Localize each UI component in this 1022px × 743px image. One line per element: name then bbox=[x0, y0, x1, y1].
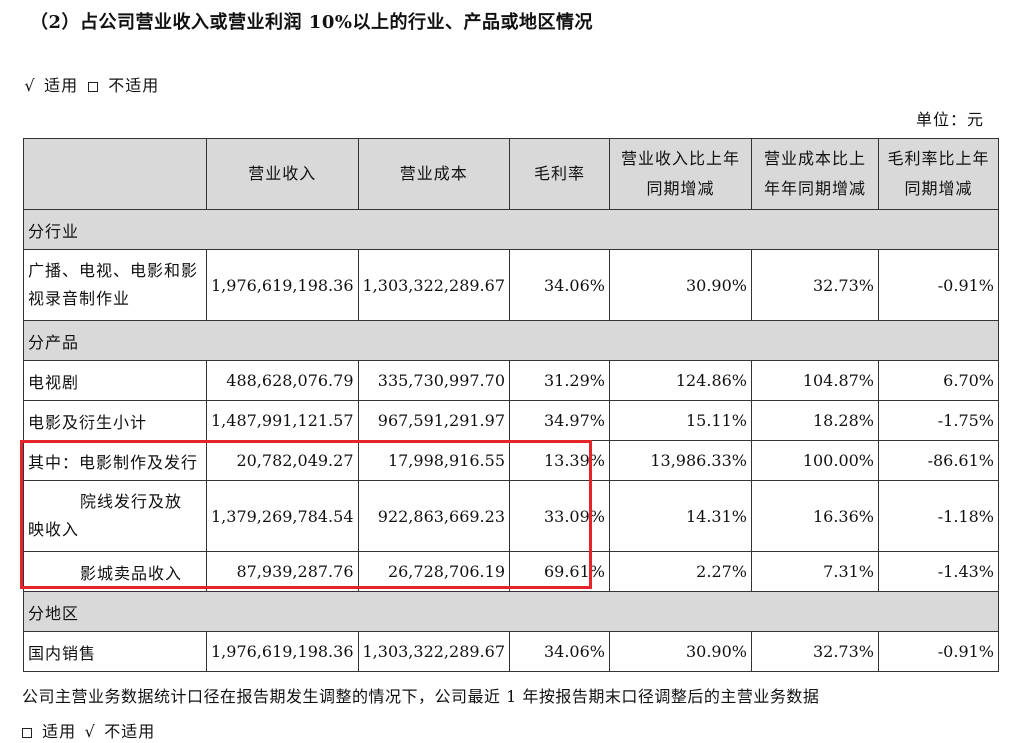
applicability-top: √ 适用 不适用 bbox=[22, 72, 159, 96]
cell-cost-yoy: 32.73% bbox=[751, 631, 879, 672]
table-row: 电影及衍生小计 1,487,991,121.57 967,591,291.97 … bbox=[23, 400, 999, 441]
row-label: 电视剧 bbox=[23, 360, 207, 401]
cell-gross-margin: 34.97% bbox=[509, 400, 610, 441]
revenue-breakdown-table: 营业收入 营业成本 毛利率 营业收入比上年同期增减 营业成本比上年年同期增减 毛… bbox=[23, 138, 999, 672]
cell-cost-yoy: 100.00% bbox=[751, 440, 879, 481]
cell-revenue: 1,487,991,121.57 bbox=[206, 400, 359, 441]
section-label: 分地区 bbox=[23, 591, 999, 632]
applicability-bottom: 适用 √ 不适用 bbox=[22, 718, 155, 742]
row-label: 其中：电影制作及发行 bbox=[23, 440, 207, 481]
row-label: 国内销售 bbox=[23, 631, 207, 672]
table-row: 院线发行及放 映收入 1,379,269,784.54 922,863,669.… bbox=[23, 480, 999, 552]
cell-cost: 922,863,669.23 bbox=[357, 480, 510, 552]
cell-cost-yoy: 16.36% bbox=[751, 480, 879, 552]
section-row-product: 分产品 bbox=[23, 320, 999, 361]
unchecked-box-icon bbox=[22, 727, 32, 738]
table-header-row: 营业收入 营业成本 毛利率 营业收入比上年同期增减 营业成本比上年年同期增减 毛… bbox=[23, 138, 999, 210]
header-revenue: 营业收入 bbox=[206, 138, 359, 210]
cell-revenue: 1,379,269,784.54 bbox=[206, 480, 359, 552]
section-row-industry: 分行业 bbox=[23, 209, 999, 250]
section-row-region: 分地区 bbox=[23, 591, 999, 632]
cell-revenue: 488,628,076.79 bbox=[206, 360, 359, 401]
table-row: 其中：电影制作及发行 20,782,049.27 17,998,916.55 1… bbox=[23, 440, 999, 481]
cell-gross-margin: 31.29% bbox=[509, 360, 610, 401]
header-cost-yoy: 营业成本比上年年同期增减 bbox=[751, 138, 879, 210]
cell-margin-yoy: -1.18% bbox=[878, 480, 999, 552]
row-label-line2: 映收入 bbox=[28, 520, 80, 539]
section-label: 分行业 bbox=[23, 209, 999, 250]
cell-margin-yoy: -1.75% bbox=[878, 400, 999, 441]
applicable-label: 适用 bbox=[42, 722, 77, 741]
cell-gross-margin: 69.61% bbox=[509, 551, 610, 592]
row-label: 电影及衍生小计 bbox=[23, 400, 207, 441]
cell-gross-margin: 34.06% bbox=[509, 631, 610, 672]
cell-revenue: 20,782,049.27 bbox=[206, 440, 359, 481]
cell-cost: 1,303,322,289.67 bbox=[357, 249, 510, 321]
cell-cost: 17,998,916.55 bbox=[357, 440, 510, 481]
check-mark-icon: √ bbox=[24, 76, 36, 95]
header-gross-margin: 毛利率 bbox=[509, 138, 610, 210]
row-label: 广播、电视、电影和影视录音制作业 bbox=[23, 249, 207, 321]
not-applicable-label: 不适用 bbox=[104, 722, 156, 741]
cell-revenue-yoy: 14.31% bbox=[609, 480, 752, 552]
cell-revenue-yoy: 2.27% bbox=[609, 551, 752, 592]
header-cell-blank bbox=[23, 138, 207, 210]
cell-margin-yoy: -0.91% bbox=[878, 249, 999, 321]
cell-revenue-yoy: 30.90% bbox=[609, 631, 752, 672]
cell-margin-yoy: -0.91% bbox=[878, 631, 999, 672]
section-label: 分产品 bbox=[23, 320, 999, 361]
table-row: 影城卖品收入 87,939,287.76 26,728,706.19 69.61… bbox=[23, 551, 999, 592]
cell-revenue-yoy: 13,986.33% bbox=[609, 440, 752, 481]
cell-gross-margin: 34.06% bbox=[509, 249, 610, 321]
header-cost: 营业成本 bbox=[357, 138, 510, 210]
cell-margin-yoy: -1.43% bbox=[878, 551, 999, 592]
row-label-line1: 院线发行及放 bbox=[80, 492, 183, 511]
cell-revenue: 1,976,619,198.36 bbox=[206, 249, 359, 321]
cell-cost-yoy: 18.28% bbox=[751, 400, 879, 441]
cell-cost-yoy: 32.73% bbox=[751, 249, 879, 321]
cell-cost: 26,728,706.19 bbox=[357, 551, 510, 592]
table-row: 广播、电视、电影和影视录音制作业 1,976,619,198.36 1,303,… bbox=[23, 249, 999, 321]
cell-gross-margin: 33.09% bbox=[509, 480, 610, 552]
cell-revenue-yoy: 15.11% bbox=[609, 400, 752, 441]
unit-label: 单位：元 bbox=[915, 110, 984, 129]
cell-cost-yoy: 7.31% bbox=[751, 551, 879, 592]
footnote: 公司主营业务数据统计口径在报告期发生调整的情况下，公司最近 1 年按报告期末口径… bbox=[22, 687, 820, 706]
cell-revenue: 87,939,287.76 bbox=[206, 551, 359, 592]
row-label: 院线发行及放 映收入 bbox=[23, 480, 207, 552]
table-row: 国内销售 1,976,619,198.36 1,303,322,289.67 3… bbox=[23, 631, 999, 672]
cell-gross-margin: 13.39% bbox=[509, 440, 610, 481]
row-label: 影城卖品收入 bbox=[23, 551, 207, 592]
cell-cost: 335,730,997.70 bbox=[357, 360, 510, 401]
unchecked-box-icon bbox=[88, 81, 99, 92]
cell-revenue: 1,976,619,198.36 bbox=[206, 631, 359, 672]
cell-revenue-yoy: 30.90% bbox=[609, 249, 752, 321]
header-revenue-yoy: 营业收入比上年同期增减 bbox=[609, 138, 752, 210]
cell-margin-yoy: -86.61% bbox=[878, 440, 999, 481]
table-row: 电视剧 488,628,076.79 335,730,997.70 31.29%… bbox=[23, 360, 999, 401]
applicable-label: 适用 bbox=[44, 76, 79, 95]
cell-cost-yoy: 104.87% bbox=[751, 360, 879, 401]
not-applicable-label: 不适用 bbox=[108, 76, 160, 95]
cell-margin-yoy: 6.70% bbox=[878, 360, 999, 401]
cell-revenue-yoy: 124.86% bbox=[609, 360, 752, 401]
check-mark-icon: √ bbox=[84, 722, 96, 741]
header-margin-yoy: 毛利率比上年同期增减 bbox=[878, 138, 999, 210]
cell-cost: 1,303,322,289.67 bbox=[357, 631, 510, 672]
section-heading: （2）占公司营业收入或营业利润 10%以上的行业、产品或地区情况 bbox=[30, 12, 593, 33]
cell-cost: 967,591,291.97 bbox=[357, 400, 510, 441]
